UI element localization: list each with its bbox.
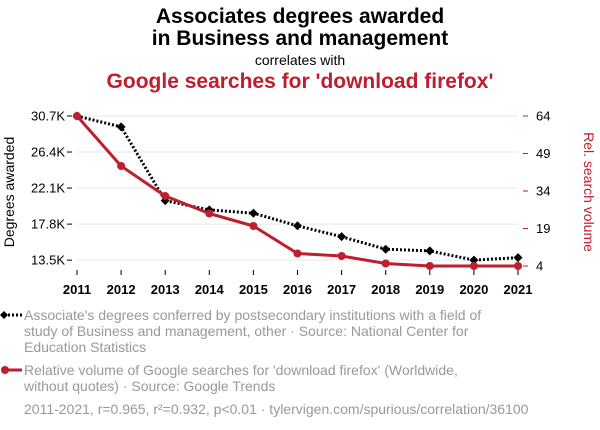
series-2-point xyxy=(469,262,478,270)
y-left-tick-label: 13.5K xyxy=(31,253,65,268)
series-2-point xyxy=(117,162,126,170)
legend-series-1-line-1: Associate's degrees conferred by postsec… xyxy=(24,307,481,323)
series-2-point xyxy=(161,192,170,200)
legend-series-1-diamond-icon xyxy=(0,311,8,319)
legend-series-1-line-3: Education Statistics xyxy=(24,339,146,355)
x-tick-label: 2011 xyxy=(63,282,91,297)
y-left-tick-label: 17.8K xyxy=(31,217,65,232)
legend-series-2-circle-icon xyxy=(1,366,9,374)
series-1-point xyxy=(469,255,479,265)
x-tick-label: 2014 xyxy=(195,282,225,297)
legend-series-1: Associate's degrees conferred by postsec… xyxy=(0,307,481,355)
legend: Associate's degrees conferred by postsec… xyxy=(0,307,481,394)
x-tick-label: 2020 xyxy=(459,282,488,297)
legend-series-1-line-2: study of Business and management, other … xyxy=(24,323,469,339)
x-tick-label: 2016 xyxy=(283,282,312,297)
series-2-point xyxy=(425,262,434,270)
series-2-point xyxy=(73,112,81,120)
y-right-tick-label: 64 xyxy=(536,109,550,124)
chart-title-line-3: Google searches for 'download firefox' xyxy=(107,70,494,93)
chart-title-line-2: in Business and management xyxy=(152,27,448,50)
series-1-point xyxy=(248,208,258,218)
series-2-point xyxy=(205,209,214,218)
series-1-point xyxy=(381,244,391,254)
right-axis: 4 19 34 49 64 xyxy=(523,109,550,274)
y-left-tick-label: 22.1K xyxy=(31,181,65,196)
chart-title-line-1: Associates degrees awarded xyxy=(156,5,444,28)
y-axis-right-title: Rel. search volume xyxy=(581,132,597,252)
x-tick-label: 2019 xyxy=(415,282,444,297)
series-2-point xyxy=(249,222,258,230)
y-axis-left-title: Degrees awarded xyxy=(1,137,17,248)
left-axis: 13.5K 17.8K 22.1K 26.4K 30.7K xyxy=(31,109,72,268)
y-right-tick-label: 19 xyxy=(536,221,550,236)
x-tick-label: 2017 xyxy=(327,282,356,297)
y-left-tick-label: 26.4K xyxy=(31,145,65,160)
legend-series-2-line-2: without quotes) · Source: Google Trends xyxy=(23,378,275,394)
y-right-tick-label: 4 xyxy=(536,259,543,274)
series-2-point xyxy=(514,262,522,270)
grid-lines xyxy=(77,115,518,261)
legend-series-2-line-1: Relative volume of Google searches for '… xyxy=(24,362,458,378)
series-1-point xyxy=(425,246,435,256)
series-2-point xyxy=(293,249,302,258)
y-left-tick-label: 30.7K xyxy=(31,109,65,124)
series-lines xyxy=(72,111,523,270)
series-2-line xyxy=(75,115,518,268)
y-right-tick-label: 49 xyxy=(536,146,550,161)
x-tick-label: 2015 xyxy=(239,282,268,297)
x-tick-label: 2018 xyxy=(371,282,400,297)
series-1-line xyxy=(76,114,519,262)
chart-correlates-label: correlates with xyxy=(255,52,345,68)
x-tick-label: 2021 xyxy=(504,282,533,297)
series-1-point xyxy=(116,122,126,132)
series-1-point xyxy=(513,253,523,263)
x-tick-label: 2012 xyxy=(107,282,136,297)
legend-series-2: Relative volume of Google searches for '… xyxy=(1,362,458,394)
series-2-point xyxy=(381,259,390,268)
series-1-point xyxy=(337,232,347,242)
footer-stats: 2011-2021, r=0.965, r²=0.932, p<0.01 · t… xyxy=(24,401,529,417)
series-2-point xyxy=(337,252,346,260)
x-axis: 2011 2012 2013 2014 2015 2016 2017 2018 2019 2020… xyxy=(63,270,533,297)
series-1-point xyxy=(293,221,302,231)
x-tick-label: 2013 xyxy=(151,282,180,297)
y-right-tick-label: 34 xyxy=(536,184,550,199)
